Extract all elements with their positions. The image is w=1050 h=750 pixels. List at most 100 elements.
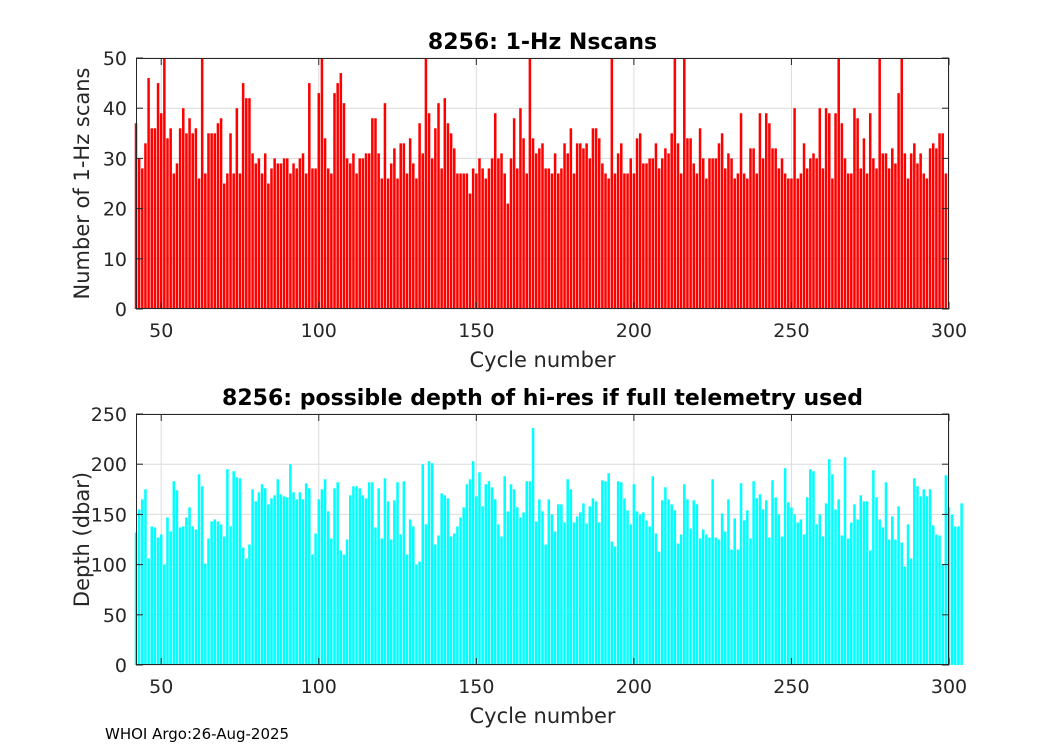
nscans-bar (263, 153, 267, 309)
depth-bar (156, 537, 160, 665)
nscans-bar (415, 178, 418, 309)
depth-x-tick-label: 150 (458, 676, 494, 698)
depth-bar (289, 464, 292, 665)
depth-bar (828, 459, 831, 665)
nscans-axes-frame (136, 58, 949, 309)
nscans-bar (664, 148, 667, 309)
depth-bar (755, 498, 759, 665)
nscans-bar (724, 168, 727, 309)
depth-bar (900, 542, 903, 665)
nscans-bar (676, 143, 680, 309)
depth-bar (538, 499, 541, 665)
nscans-bar (424, 58, 428, 309)
depth-bar (547, 499, 551, 665)
depth-bar (380, 538, 384, 665)
depth-bar (749, 538, 752, 665)
depth-bar (777, 514, 781, 665)
depth-x-tick-label: 300 (931, 676, 967, 698)
nscans-bar (657, 168, 661, 309)
depth-bar (516, 507, 519, 665)
nscans-bar (471, 168, 475, 309)
nscans-bar (604, 173, 607, 309)
nscans-bar (717, 143, 721, 309)
depth-bar (355, 486, 358, 665)
nscans-chart: 50 100 150 200 250 300 0 10 20 30 40 50 8256: 1-Hz N… (70, 30, 967, 372)
depth-bar (396, 482, 399, 665)
depth-bar (361, 495, 365, 665)
depth-bar (862, 501, 866, 665)
nscans-bar (185, 133, 188, 309)
nscans-bar (906, 178, 910, 309)
depth-bar (865, 501, 869, 665)
depth-bar (235, 477, 239, 665)
nscans-bar (620, 143, 623, 309)
nscans-bar (497, 158, 500, 309)
nscans-bar (673, 58, 677, 309)
depth-bar (799, 519, 803, 665)
depth-bar (944, 475, 948, 665)
nscans-x-tick-label: 150 (458, 320, 494, 342)
nscans-bar (522, 138, 525, 309)
depth-bar (812, 471, 815, 665)
nscans-bar (582, 148, 585, 309)
depth-bar (172, 481, 176, 665)
depth-bar (878, 519, 881, 665)
depth-bar (856, 519, 859, 665)
nscans-bar (686, 138, 689, 309)
depth-bar (367, 482, 371, 665)
nscans-bar (440, 168, 443, 309)
nscans-bar (642, 163, 645, 309)
depth-bar (440, 493, 443, 665)
depth-bar (783, 468, 787, 665)
depth-bar (178, 527, 182, 665)
nscans-bar (238, 173, 242, 309)
nscans-bar (913, 143, 916, 309)
depth-bar (389, 539, 393, 665)
nscans-bar (144, 143, 147, 309)
nscans-bar (147, 78, 150, 309)
depth-bar (273, 495, 276, 665)
depth-bar (906, 524, 910, 665)
nscans-bar (632, 173, 636, 309)
nscans-bar (509, 158, 513, 309)
nscans-bar (304, 173, 308, 309)
nscans-bar (802, 143, 806, 309)
depth-bar (478, 472, 481, 665)
nscans-bar (755, 173, 759, 309)
nscans-chart-title: 8256: 1-Hz Nscans (428, 30, 657, 55)
nscans-bar (868, 113, 872, 309)
depth-bar (679, 534, 683, 665)
nscans-bar (235, 108, 239, 309)
nscans-bar (859, 168, 863, 309)
depth-bar (339, 550, 343, 665)
depth-bar (276, 479, 280, 665)
depth-bar (393, 500, 396, 665)
nscans-bar (453, 148, 456, 309)
nscans-bar (613, 173, 617, 309)
depth-bar (544, 544, 547, 665)
nscans-bar (705, 178, 708, 309)
nscans-bar (843, 158, 847, 309)
depth-bar (909, 558, 913, 665)
nscans-bar (314, 168, 317, 309)
depth-bar (919, 496, 922, 665)
nscans-bar (213, 133, 217, 309)
depth-bar (182, 526, 185, 665)
depth-bar (667, 499, 670, 665)
depth-bar (267, 504, 270, 665)
depth-bar (468, 479, 472, 665)
nscans-bar (897, 93, 900, 309)
depth-bar (506, 511, 510, 665)
nscans-bar (601, 163, 604, 309)
depth-bar (657, 551, 661, 665)
depth-bar (364, 498, 368, 665)
depth-bar (219, 524, 223, 665)
depth-bar (635, 511, 639, 665)
depth-bar (796, 522, 799, 665)
depth-bar (210, 521, 213, 665)
nscans-bar (197, 178, 201, 309)
nscans-bar (572, 173, 576, 309)
nscans-bar (805, 168, 809, 309)
nscans-bar (777, 168, 781, 309)
nscans-bar (298, 158, 302, 309)
